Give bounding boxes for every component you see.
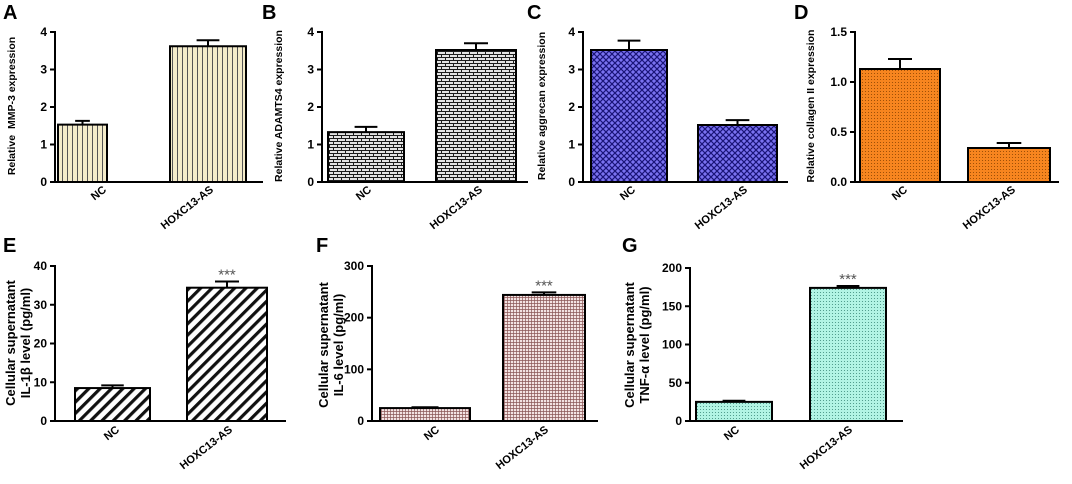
panel-c-y-axis-title-line-1: Relative aggrecan expression: [536, 32, 548, 180]
panel-e-y-tick-label-2: 20: [34, 337, 48, 351]
panel-d-bar-hoxc13-as: [967, 147, 1051, 183]
panel-e-x-tick-label-hoxc13-as: HOXC13-AS: [178, 424, 235, 472]
panel-e: E Cellular supernatant IL-1β level (pg/ml)…: [3, 235, 286, 472]
panel-g-y-tick-label-3: 150: [662, 299, 682, 313]
panel-a-y-tick-label-3: 3: [40, 63, 47, 77]
panel-g-y-tick-label-1: 50: [669, 376, 683, 390]
panel-d-x-tick-label-hoxc13-as: HOXC13-AS: [961, 184, 1018, 232]
panel-e-y-tick-label-1: 10: [34, 375, 48, 389]
panel-b-y-tick-label-4: 4: [307, 25, 314, 39]
panel-b-y-tick-label-2: 2: [307, 100, 314, 114]
panel-a: A Relative MMP-3 expression NC HOXC13-AS 0 1 2…: [3, 2, 263, 232]
panel-f-y-tick-label-0: 0: [357, 414, 364, 428]
panel-c-y-tick-label-1: 1: [568, 138, 575, 152]
panel-d: D Relative collagen II expression NC HOXC13…: [794, 2, 1059, 232]
panel-g: G Cellular supernatant TNF-α level (pg/ml)…: [622, 235, 903, 472]
panel-e-y-axis-title-line-1: Cellular supernatant: [3, 279, 18, 405]
panel-g-letter: G: [622, 235, 638, 257]
panel-e-y-tick-label-4: 40: [34, 259, 48, 273]
panel-e-letter: E: [3, 235, 16, 257]
panel-b: B Relative ADAMTS4 expression NC HOXC13-AS 0…: [262, 2, 528, 232]
panel-c-y-tick-label-2: 2: [568, 100, 575, 114]
panel-b-bar-nc: [327, 131, 405, 183]
panel-c-y-tick-label-3: 3: [568, 63, 575, 77]
panel-g-y-axis-title-line-1: Cellular supernatant: [622, 281, 637, 407]
panel-d-y-tick-label-3: 1.5: [830, 25, 847, 39]
panel-d-y-axis-title-line-1: Relative collagen II expression: [805, 30, 817, 183]
panel-a-y-tick-label-2: 2: [40, 100, 47, 114]
panel-f-bar-nc: [379, 407, 471, 423]
panel-g-bar-hoxc13-as: [809, 286, 887, 423]
panel-c-y-tick-label-0: 0: [568, 175, 575, 189]
panel-g-bar-nc: [695, 400, 773, 422]
panel-f-x-tick-label-nc: NC: [422, 424, 442, 443]
panel-b-x-tick-label-hoxc13-as: HOXC13-AS: [428, 184, 485, 232]
panel-g-x-tick-label-hoxc13-as: HOXC13-AS: [798, 424, 855, 472]
panel-a-y-tick-label-1: 1: [40, 138, 47, 152]
panel-a-letter: A: [3, 2, 17, 24]
panel-c-y-tick-label-4: 4: [568, 25, 575, 39]
panel-d-y-tick-label-0: 0.0: [830, 175, 847, 189]
panel-d-bar-nc: [859, 68, 941, 183]
panel-f-y-tick-label-3: 300: [344, 259, 364, 273]
panel-d-x-tick-label-nc: NC: [890, 184, 910, 203]
panel-f: F Cellular supernatant IL-6 level (pg/ml) N…: [316, 235, 598, 472]
panel-e-y-tick-label-0: 0: [40, 414, 47, 428]
panel-b-y-axis-title-line-1: Relative ADAMTS4 expression: [273, 30, 285, 182]
panel-b-bar-hoxc13-as: [435, 49, 517, 183]
panel-f-y-tick-label-1: 100: [344, 362, 364, 376]
panel-b-y-tick-label-3: 3: [307, 63, 314, 77]
panel-c: C Relative aggrecan expression NC HOXC13-AS…: [527, 2, 788, 232]
panel-e-y-tick-label-3: 30: [34, 298, 48, 312]
panel-g-y-axis-title-line-2: TNF-α level (pg/ml): [637, 286, 652, 403]
panel-e-x-tick-label-nc: NC: [102, 424, 122, 443]
panel-f-y-tick-label-2: 200: [344, 311, 364, 325]
panel-g-y-tick-label-4: 200: [662, 261, 682, 275]
panel-g-x-tick-label-nc: NC: [722, 424, 742, 443]
panel-b-letter: B: [262, 2, 276, 24]
panel-b-y-tick-label-0: 0: [307, 175, 314, 189]
panel-b-y-tick-label-1: 1: [307, 138, 314, 152]
panel-g-significance-hoxc13-as: ***: [839, 271, 857, 288]
panel-a-y-tick-label-4: 4: [40, 25, 47, 39]
panel-a-y-tick-label-0: 0: [40, 175, 47, 189]
panel-g-y-tick-label-0: 0: [675, 414, 682, 428]
panel-d-letter: D: [794, 2, 808, 24]
panel-a-x-tick-label-hoxc13-as: HOXC13-AS: [159, 184, 216, 232]
panel-f-y-axis-title-line-2: IL-6 level (pg/ml): [331, 294, 346, 397]
panel-g-y-tick-label-2: 100: [662, 338, 682, 352]
panel-a-x-tick-label-nc: NC: [89, 184, 109, 203]
panel-e-bar-hoxc13-as: [186, 286, 268, 423]
panel-f-x-tick-label-hoxc13-as: HOXC13-AS: [494, 424, 551, 472]
panel-c-letter: C: [527, 2, 541, 24]
panel-e-significance-hoxc13-as: ***: [218, 267, 236, 284]
panel-b-x-tick-label-nc: NC: [354, 184, 374, 203]
panel-a-bar-hoxc13-as: [169, 45, 247, 183]
panel-f-letter: F: [316, 235, 328, 257]
panel-c-bar-nc: [590, 49, 668, 183]
panel-c-x-tick-label-nc: NC: [618, 184, 638, 203]
panel-e-y-axis-title-line-2: IL-1β level (pg/ml): [18, 288, 33, 399]
panel-a-bar-nc: [57, 123, 108, 183]
panel-d-y-tick-label-2: 1.0: [830, 75, 847, 89]
panel-a-y-axis-title-line-1: Relative MMP-3 expression: [6, 37, 18, 175]
panel-c-x-tick-label-hoxc13-as: HOXC13-AS: [693, 184, 750, 232]
panel-f-y-axis-title-line-1: Cellular supernatant: [316, 281, 331, 407]
panel-f-bar-hoxc13-as: [502, 293, 586, 422]
panel-e-bar-nc: [74, 387, 151, 422]
panel-f-significance-hoxc13-as: ***: [535, 277, 553, 294]
panel-d-y-tick-label-1: 0.5: [830, 125, 847, 139]
panel-c-bar-hoxc13-as: [697, 124, 778, 183]
